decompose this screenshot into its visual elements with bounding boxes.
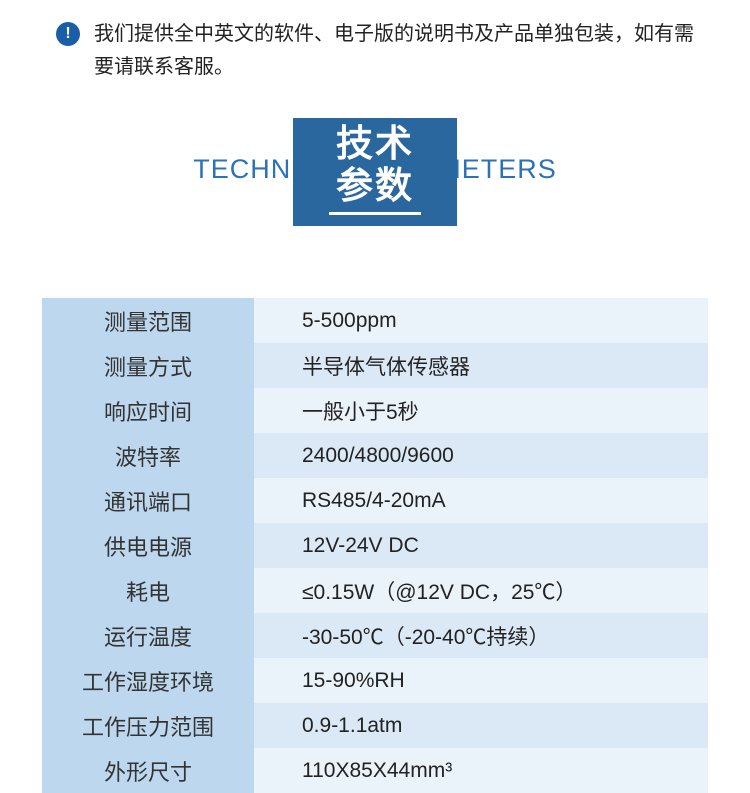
spec-label: 运行温度: [42, 613, 254, 658]
table-row: 响应时间一般小于5秒: [42, 388, 708, 433]
section-title: TECHNICAL PARAMETERS 技术 参数: [0, 118, 750, 238]
notice-bar: ! 我们提供全中英文的软件、电子版的说明书及产品单独包装，如有需要请联系客服。: [0, 0, 750, 84]
spec-value: RS485/4-20mA: [254, 478, 708, 523]
spec-value: 5-500ppm: [254, 298, 708, 343]
spec-label: 外形尺寸: [42, 748, 254, 793]
spec-table: 测量范围5-500ppm测量方式半导体气体传感器响应时间一般小于5秒波特率240…: [42, 298, 708, 793]
table-row: 耗电≤0.15W（@12V DC，25℃）: [42, 568, 708, 613]
title-cn-line2: 参数: [336, 165, 414, 206]
title-underline: [329, 212, 421, 215]
table-row: 波特率2400/4800/9600: [42, 433, 708, 478]
spec-label: 供电电源: [42, 523, 254, 568]
table-row: 工作湿度环境15-90%RH: [42, 658, 708, 703]
table-row: 运行温度-30-50℃（-20-40℃持续）: [42, 613, 708, 658]
spec-label: 测量方式: [42, 343, 254, 388]
spec-value: 110X85X44mm³: [254, 748, 708, 793]
spec-label: 测量范围: [42, 298, 254, 343]
table-row: 供电电源12V-24V DC: [42, 523, 708, 568]
notice-text: 我们提供全中英文的软件、电子版的说明书及产品单独包装，如有需要请联系客服。: [94, 18, 702, 84]
spec-label: 响应时间: [42, 388, 254, 433]
spec-value: 一般小于5秒: [254, 388, 708, 433]
spec-label: 耗电: [42, 568, 254, 613]
spec-label: 通讯端口: [42, 478, 254, 523]
spec-label: 工作压力范围: [42, 703, 254, 748]
spec-value: 15-90%RH: [254, 658, 708, 703]
spec-value: 0.9-1.1atm: [254, 703, 708, 748]
info-icon: !: [56, 22, 80, 46]
spec-value: -30-50℃（-20-40℃持续）: [254, 613, 708, 658]
table-row: 工作压力范围0.9-1.1atm: [42, 703, 708, 748]
spec-value: 半导体气体传感器: [254, 343, 708, 388]
table-row: 测量方式半导体气体传感器: [42, 343, 708, 388]
spec-label: 工作湿度环境: [42, 658, 254, 703]
title-cn-line1: 技术: [336, 123, 414, 164]
spec-value: ≤0.15W（@12V DC，25℃）: [254, 568, 708, 613]
table-row: 外形尺寸110X85X44mm³: [42, 748, 708, 793]
title-chinese-box: 技术 参数: [293, 118, 457, 226]
spec-value: 12V-24V DC: [254, 523, 708, 568]
table-row: 通讯端口RS485/4-20mA: [42, 478, 708, 523]
spec-value: 2400/4800/9600: [254, 433, 708, 478]
table-row: 测量范围5-500ppm: [42, 298, 708, 343]
spec-label: 波特率: [42, 433, 254, 478]
